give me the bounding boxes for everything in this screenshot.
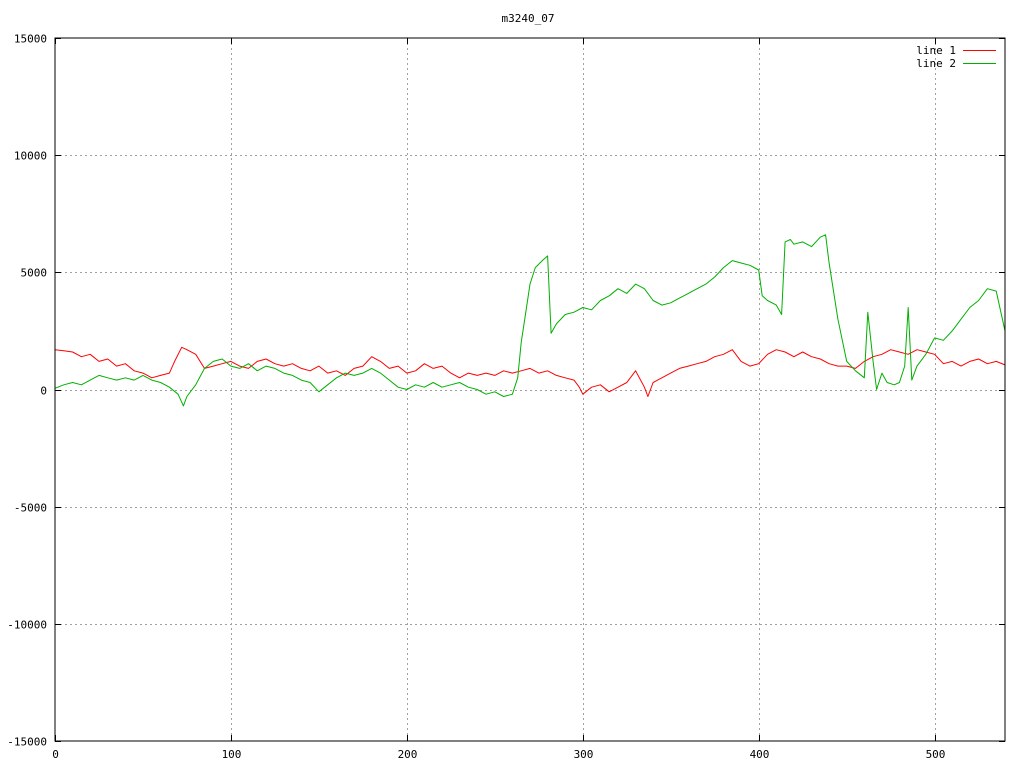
- legend-label-2: line 2: [916, 57, 956, 70]
- y-tick-label: 10000: [14, 150, 47, 163]
- y-tick-label: 5000: [21, 267, 48, 280]
- chart-title: m3240_07: [502, 12, 555, 25]
- y-tick-label: -15000: [7, 736, 47, 749]
- axis-ticks: [55, 38, 1005, 742]
- x-tick-label: 500: [926, 748, 946, 761]
- plot-frame: [54, 37, 1006, 742]
- axis-tick-labels: 0 100 200 300 400 500 -15000 -10000 -5000 0 5000 10…: [7, 33, 945, 762]
- y-tick-label: 0: [40, 385, 47, 398]
- series-line-1: [54, 346, 1006, 397]
- grid-lines: [55, 38, 1005, 741]
- y-tick-label: -5000: [14, 502, 47, 515]
- x-tick-label: 0: [52, 748, 59, 761]
- x-tick-label: 300: [574, 748, 594, 761]
- x-tick-label: 100: [222, 748, 242, 761]
- x-tick-label: 400: [750, 748, 770, 761]
- y-tick-label: -10000: [7, 619, 47, 632]
- y-tick-label: 15000: [14, 33, 47, 46]
- plot-area: [54, 234, 1006, 407]
- x-tick-label: 200: [398, 748, 418, 761]
- legend-label-1: line 1: [916, 44, 956, 57]
- series-line-2: [54, 234, 1006, 407]
